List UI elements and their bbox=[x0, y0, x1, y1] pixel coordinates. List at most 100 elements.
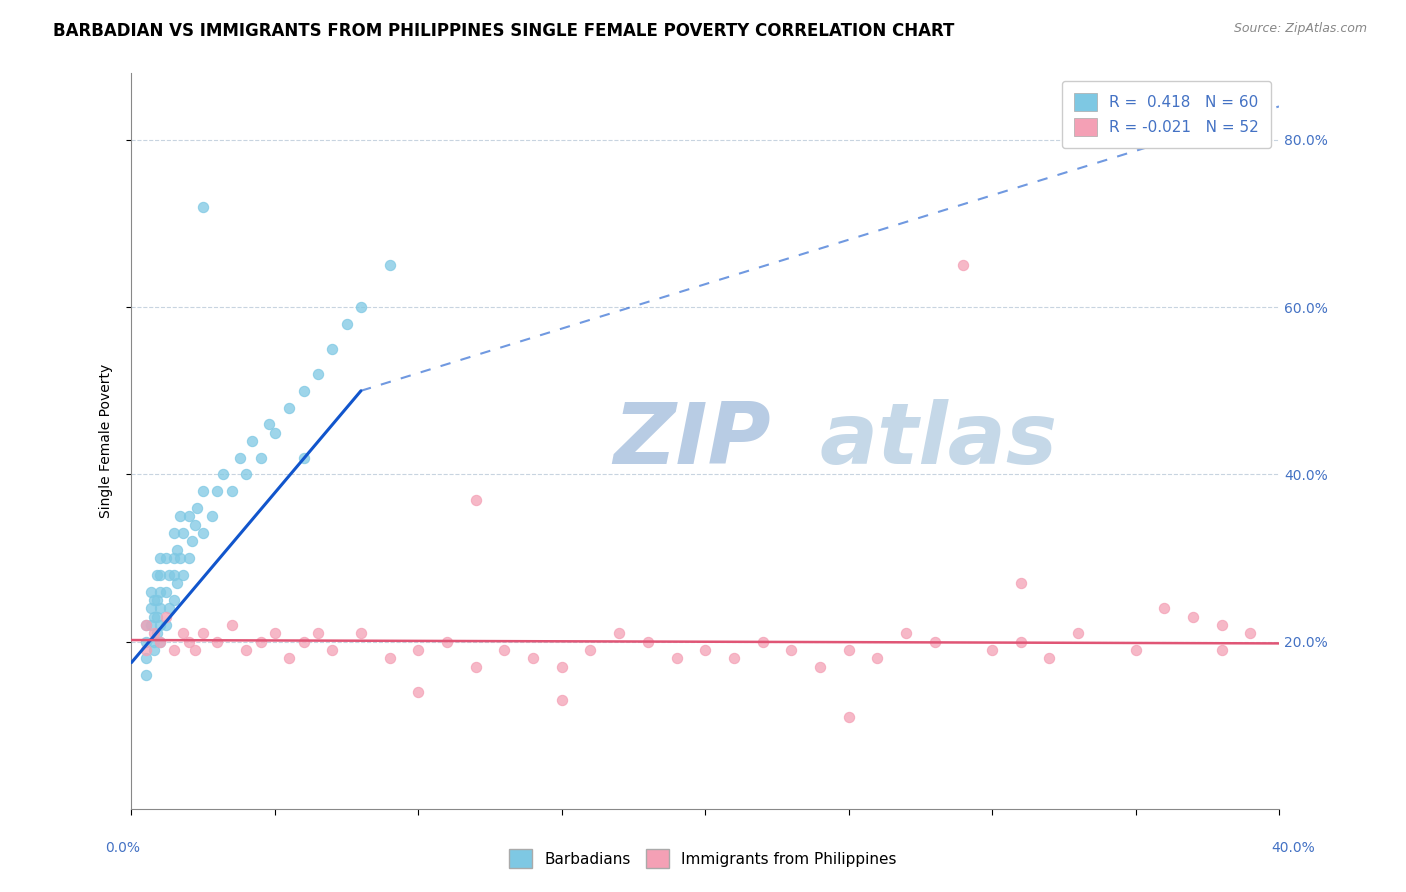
Point bbox=[551, 660, 574, 674]
Point bbox=[292, 450, 315, 465]
Point bbox=[464, 492, 486, 507]
Point bbox=[186, 500, 208, 515]
Point bbox=[408, 643, 430, 657]
Point bbox=[257, 417, 280, 432]
Point bbox=[135, 634, 157, 648]
Point bbox=[1211, 643, 1233, 657]
Point bbox=[143, 634, 166, 648]
Point bbox=[163, 643, 186, 657]
Point bbox=[378, 651, 401, 665]
Point bbox=[149, 634, 172, 648]
Point bbox=[221, 618, 243, 632]
Legend: R =  0.418   N = 60, R = -0.021   N = 52: R = 0.418 N = 60, R = -0.021 N = 52 bbox=[1062, 80, 1271, 148]
Point bbox=[166, 542, 188, 557]
Point bbox=[1010, 576, 1032, 591]
Point bbox=[1211, 618, 1233, 632]
Point bbox=[177, 634, 200, 648]
Point bbox=[166, 576, 188, 591]
Point bbox=[183, 517, 205, 532]
Point bbox=[894, 626, 917, 640]
Point bbox=[808, 660, 831, 674]
Point bbox=[191, 626, 214, 640]
Point bbox=[263, 425, 285, 440]
Point bbox=[149, 584, 172, 599]
Point bbox=[307, 367, 329, 381]
Legend: Barbadians, Immigrants from Philippines: Barbadians, Immigrants from Philippines bbox=[502, 841, 904, 875]
Point bbox=[157, 567, 180, 582]
Point bbox=[149, 601, 172, 615]
Point bbox=[723, 651, 745, 665]
Point bbox=[780, 643, 803, 657]
Point bbox=[141, 584, 163, 599]
Point bbox=[183, 643, 205, 657]
Point bbox=[146, 593, 169, 607]
Point bbox=[143, 593, 166, 607]
Point bbox=[695, 643, 717, 657]
Point bbox=[146, 609, 169, 624]
Point bbox=[163, 551, 186, 566]
Point bbox=[321, 342, 343, 356]
Point bbox=[235, 643, 257, 657]
Point bbox=[157, 601, 180, 615]
Point bbox=[249, 634, 271, 648]
Point bbox=[191, 526, 214, 541]
Point bbox=[135, 643, 157, 657]
Point bbox=[169, 551, 191, 566]
Point bbox=[1239, 626, 1261, 640]
Point bbox=[163, 526, 186, 541]
Point bbox=[307, 626, 329, 640]
Point bbox=[169, 509, 191, 524]
Point bbox=[212, 467, 235, 482]
Point bbox=[191, 200, 214, 214]
Text: ZIP: ZIP bbox=[613, 400, 770, 483]
Point bbox=[336, 317, 359, 331]
Point bbox=[229, 450, 252, 465]
Point bbox=[292, 634, 315, 648]
Point bbox=[464, 660, 486, 674]
Point bbox=[278, 651, 301, 665]
Text: 40.0%: 40.0% bbox=[1271, 841, 1315, 855]
Point bbox=[838, 710, 860, 724]
Point bbox=[207, 634, 229, 648]
Point bbox=[146, 567, 169, 582]
Point bbox=[551, 693, 574, 707]
Point bbox=[143, 626, 166, 640]
Point bbox=[221, 484, 243, 499]
Point bbox=[135, 618, 157, 632]
Text: atlas: atlas bbox=[820, 400, 1059, 483]
Point bbox=[135, 668, 157, 682]
Point bbox=[141, 601, 163, 615]
Point bbox=[866, 651, 889, 665]
Point bbox=[924, 634, 946, 648]
Point bbox=[149, 551, 172, 566]
Point bbox=[981, 643, 1004, 657]
Point bbox=[665, 651, 688, 665]
Point bbox=[135, 618, 157, 632]
Point bbox=[278, 401, 301, 415]
Point bbox=[143, 643, 166, 657]
Point bbox=[579, 643, 602, 657]
Point bbox=[172, 626, 194, 640]
Point bbox=[155, 584, 177, 599]
Y-axis label: Single Female Poverty: Single Female Poverty bbox=[100, 364, 114, 518]
Point bbox=[149, 567, 172, 582]
Point bbox=[378, 258, 401, 272]
Point bbox=[1010, 634, 1032, 648]
Point bbox=[350, 626, 373, 640]
Point bbox=[240, 434, 263, 448]
Point bbox=[177, 509, 200, 524]
Point bbox=[321, 643, 343, 657]
Point bbox=[146, 626, 169, 640]
Point bbox=[143, 609, 166, 624]
Point bbox=[263, 626, 285, 640]
Point bbox=[191, 484, 214, 499]
Point bbox=[436, 634, 458, 648]
Point bbox=[235, 467, 257, 482]
Point bbox=[155, 618, 177, 632]
Text: 0.0%: 0.0% bbox=[105, 841, 141, 855]
Point bbox=[155, 609, 177, 624]
Point bbox=[180, 534, 202, 549]
Point bbox=[155, 551, 177, 566]
Point bbox=[1125, 643, 1147, 657]
Point bbox=[149, 618, 172, 632]
